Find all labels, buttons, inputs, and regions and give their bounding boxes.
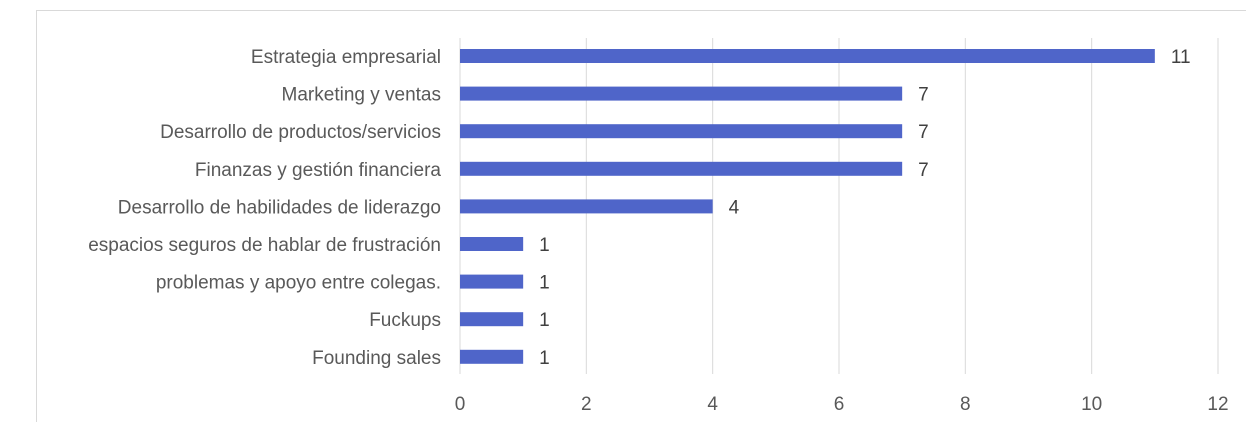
bar-2 bbox=[460, 124, 903, 139]
data-label-5: 1 bbox=[539, 235, 550, 256]
category-label-2: Desarrollo de productos/servicios bbox=[160, 122, 441, 143]
x-tick-label-10: 10 bbox=[1081, 394, 1102, 415]
data-label-7: 1 bbox=[539, 310, 550, 331]
bar-8 bbox=[460, 349, 524, 364]
bar-4 bbox=[460, 199, 713, 214]
x-tick-label-6: 6 bbox=[834, 394, 845, 415]
bar-6 bbox=[460, 274, 524, 289]
bar-1 bbox=[460, 86, 903, 101]
x-tick-label-12: 12 bbox=[1207, 394, 1228, 415]
category-label-7: Fuckups bbox=[369, 310, 441, 331]
category-label-0: Estrategia empresarial bbox=[251, 47, 441, 68]
x-tick-label-0: 0 bbox=[455, 394, 466, 415]
category-label-8: Founding sales bbox=[312, 348, 441, 369]
bar-3 bbox=[460, 161, 903, 176]
x-tick-label-4: 4 bbox=[707, 394, 718, 415]
category-label-3: Finanzas y gestión financiera bbox=[195, 160, 442, 181]
data-label-0: 11 bbox=[1171, 47, 1191, 68]
data-label-6: 1 bbox=[539, 273, 550, 294]
category-label-6: problemas y apoyo entre colegas. bbox=[156, 273, 441, 294]
category-label-4: Desarrollo de habilidades de liderazgo bbox=[118, 197, 441, 218]
frame-border-left bbox=[36, 10, 37, 422]
bar-5 bbox=[460, 237, 524, 251]
bar-0 bbox=[460, 49, 1155, 63]
category-label-1: Marketing y ventas bbox=[282, 85, 441, 106]
data-label-4: 4 bbox=[729, 197, 740, 218]
category-label-5: espacios seguros de hablar de frustració… bbox=[88, 235, 441, 256]
bar-7 bbox=[460, 312, 524, 327]
x-tick-label-2: 2 bbox=[581, 394, 592, 415]
data-label-3: 7 bbox=[918, 160, 929, 181]
x-tick-label-8: 8 bbox=[960, 394, 971, 415]
bars bbox=[460, 49, 1155, 364]
data-label-8: 1 bbox=[539, 348, 550, 369]
data-label-1: 7 bbox=[918, 85, 929, 106]
data-label-2: 7 bbox=[918, 122, 929, 143]
frame-border-top bbox=[36, 10, 1246, 11]
